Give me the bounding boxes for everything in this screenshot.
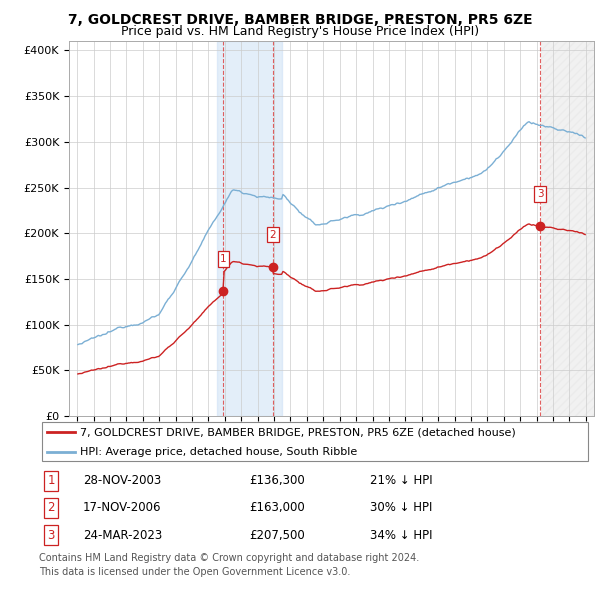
Text: 3: 3 [537,189,544,199]
Text: Contains HM Land Registry data © Crown copyright and database right 2024.
This d: Contains HM Land Registry data © Crown c… [39,553,419,576]
Text: £207,500: £207,500 [249,529,305,542]
Bar [217,41,282,416]
Text: Price paid vs. HM Land Registry's House Price Index (HPI): Price paid vs. HM Land Registry's House … [121,25,479,38]
Text: £136,300: £136,300 [249,474,305,487]
Text: 30% ↓ HPI: 30% ↓ HPI [370,502,433,514]
Text: 2: 2 [47,502,55,514]
Text: £163,000: £163,000 [249,502,305,514]
Text: 34% ↓ HPI: 34% ↓ HPI [370,529,433,542]
Text: 1: 1 [220,254,227,264]
Text: 28-NOV-2003: 28-NOV-2003 [83,474,161,487]
Text: 24-MAR-2023: 24-MAR-2023 [83,529,163,542]
Text: 1: 1 [47,474,55,487]
Text: HPI: Average price, detached house, South Ribble: HPI: Average price, detached house, Sout… [80,447,358,457]
Bar [541,41,594,416]
Text: 2: 2 [269,230,276,240]
Text: 7, GOLDCREST DRIVE, BAMBER BRIDGE, PRESTON, PR5 6ZE (detached house): 7, GOLDCREST DRIVE, BAMBER BRIDGE, PREST… [80,427,516,437]
Text: 21% ↓ HPI: 21% ↓ HPI [370,474,433,487]
FancyBboxPatch shape [42,422,588,461]
Text: 17-NOV-2006: 17-NOV-2006 [83,502,161,514]
Text: 3: 3 [47,529,55,542]
Text: 7, GOLDCREST DRIVE, BAMBER BRIDGE, PRESTON, PR5 6ZE: 7, GOLDCREST DRIVE, BAMBER BRIDGE, PREST… [68,13,532,27]
